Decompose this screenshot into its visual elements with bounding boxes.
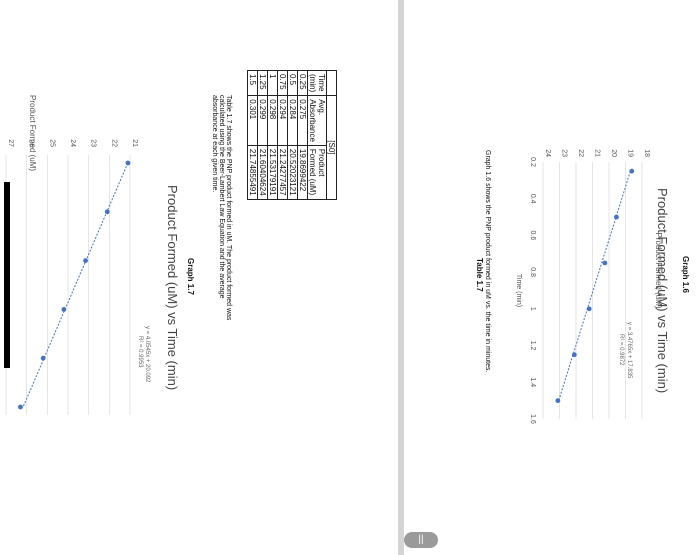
table-cell: 21.74855491 <box>247 145 258 200</box>
data-point <box>83 258 88 263</box>
data-point <box>40 355 46 361</box>
y-tick-label: 18 <box>643 149 650 157</box>
y-tick-label: 21 <box>131 139 138 147</box>
x-tick-label: 0.6 <box>529 231 536 241</box>
table-row: 0.5 0.284 20.52023121 <box>287 70 298 200</box>
trendline-r-squared: R² = 0.9872 <box>618 334 624 366</box>
table-cell: 0.25 <box>297 70 308 96</box>
table-header-cell: Product Formed (uM) <box>307 145 327 200</box>
graph-1-7-heading: Graph 1.7 <box>186 258 195 295</box>
data-point <box>18 404 23 410</box>
graph-1-6-heading: Graph 1.6 <box>681 256 690 293</box>
table-row: 0.25 0.275 19.8699422 <box>297 70 308 200</box>
x-tick-label: 1.4 <box>529 377 536 387</box>
data-point <box>104 209 110 215</box>
x-tick-label: 1.2 <box>529 341 536 351</box>
table-row: 0.75 0.294 21.24277457 <box>277 70 288 200</box>
graph-1-7-plot: 21 22 23 24 25 26 27 Product Formed (uM) y = 4.0… <box>5 95 150 415</box>
y-tick-label: 22 <box>110 139 117 147</box>
y-tick-label: 23 <box>90 139 97 147</box>
y-tick-label: 23 <box>561 149 568 157</box>
data-point <box>571 352 577 358</box>
table-cell: 0.75 <box>277 70 288 96</box>
table-header-cell: Avg. Absorbance <box>307 95 327 146</box>
y-tick-label: 21 <box>594 149 601 157</box>
data-point <box>61 307 67 312</box>
y-tick-label: 24 <box>544 149 551 157</box>
trendline <box>22 162 129 408</box>
table-cell: 0.294 <box>277 95 288 146</box>
redaction-bar <box>4 182 10 368</box>
table-cell: 0.298 <box>267 95 278 146</box>
document-page-left: 21 22 23 24 25 26 27 Product Formed (uM) y = 4.0… <box>0 0 398 555</box>
table-blank-cell <box>326 70 337 96</box>
y-axis-label: Product Formed (uM) <box>28 95 37 171</box>
table-cell: 1.5 <box>247 70 258 96</box>
x-axis-label: Time (min) <box>515 274 522 307</box>
y-tick-label: 27 <box>7 139 14 147</box>
table-1-7: [S0] Time (min) Avg. Absorbance Product Fo… <box>247 70 337 200</box>
data-point <box>614 214 619 220</box>
table-header-cell: Time (min) <box>307 70 327 96</box>
y-tick-label: 20 <box>610 149 617 157</box>
y-tick-label: 26 <box>28 139 35 147</box>
graph-1-6-plot: 18 19 20 21 22 23 24 0.2 0.4 0.6 0.8 1 1.2 1.4 1.6 Time… <box>515 149 663 424</box>
table-cell: 0.299 <box>257 95 268 146</box>
graph-1-6-title: Product Formed (uM) vs Time (min) <box>655 188 670 394</box>
table-row: 1.5 0.301 21.74855491 <box>247 70 258 200</box>
table-cell: 1 <box>267 70 278 96</box>
table-1-7-caption: Table 1.7 shows the PNP product formed i… <box>211 95 232 321</box>
trendline <box>558 171 631 401</box>
trendline-equation: y = 3.4765x + 17.835 <box>626 322 632 379</box>
table-1-7-heading: Table 1.7 <box>475 258 484 292</box>
table-cell: 19.8699422 <box>297 145 308 200</box>
x-tick-label: 0.2 <box>529 157 536 167</box>
data-point <box>555 398 561 404</box>
data-point <box>125 160 131 166</box>
trendline-equation: y = 4.0545x + 20.092 <box>144 326 150 383</box>
y-tick-label: 25 <box>48 139 55 147</box>
page-divider <box>398 0 404 555</box>
table-row: 1 0.298 21.53179191 <box>267 70 278 200</box>
table-cell: 21.24277457 <box>277 145 288 200</box>
table-cell: 0.284 <box>287 95 298 146</box>
table-cell: 21.53179191 <box>267 145 278 200</box>
y-axis-label: Product Formed (uM) <box>654 232 663 308</box>
graph-1-7-title: Product Formed (uM) vs Time (min) <box>165 185 180 391</box>
table-cell: 0.301 <box>247 95 258 146</box>
trendline-r-squared: R² = 0.9953 <box>137 336 143 368</box>
y-tick-label: 24 <box>69 139 76 147</box>
y-tick-label: 19 <box>627 149 634 157</box>
y-tick-label: 22 <box>577 149 584 157</box>
graph-1-6-caption: Graph 1.6 shows the PNP product formed i… <box>484 150 491 373</box>
table-cell: 1.25 <box>257 70 268 96</box>
table-cell: 21.60404624 <box>257 145 268 200</box>
x-tick-label: 0.8 <box>529 267 536 277</box>
document-page-right: 18 19 20 21 22 23 24 0.2 0.4 0.6 0.8 1 1.2 1.4 1.6 Time… <box>404 0 700 555</box>
table-cell: 20.52023121 <box>287 145 298 200</box>
x-tick-label: 1 <box>529 307 536 311</box>
x-tick-label: 0.4 <box>529 194 536 204</box>
table-cell: 0.275 <box>297 95 308 146</box>
data-point <box>629 168 635 174</box>
data-point <box>586 306 592 312</box>
table-row: 1.25 0.299 21.60404624 <box>257 70 268 200</box>
x-tick-label: 1.6 <box>529 414 536 424</box>
table-super-header: [S0] <box>326 95 337 200</box>
table-cell: 0.5 <box>287 70 298 96</box>
data-point <box>602 260 608 266</box>
page-pager-handle[interactable]: || <box>404 532 438 548</box>
